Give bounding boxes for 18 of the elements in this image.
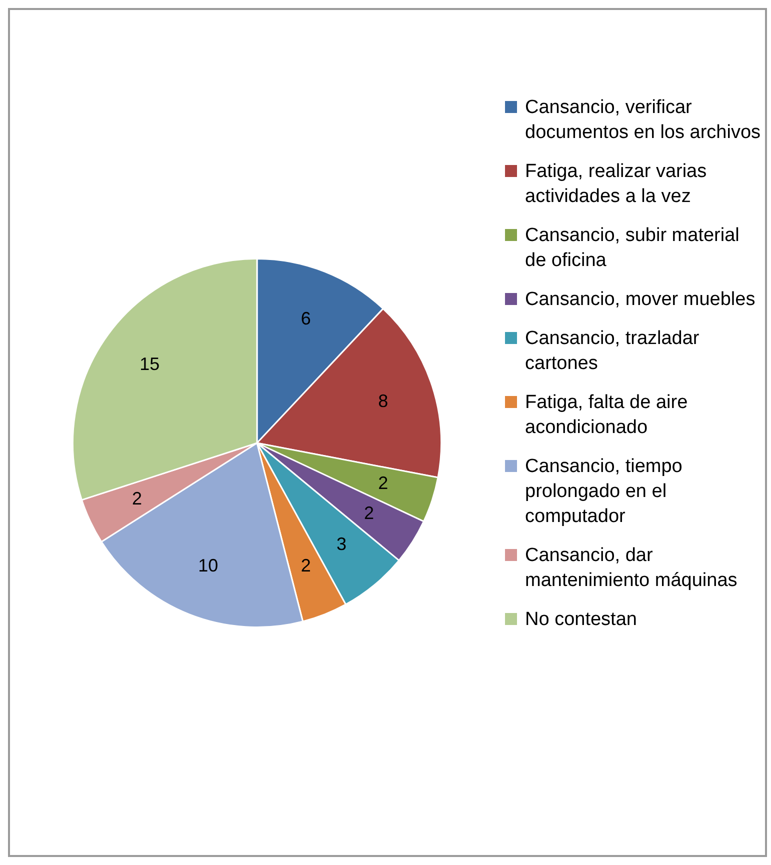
legend-label: Fatiga, realizar varias actividades a la vez: [525, 160, 708, 209]
legend-label: Cansancio, dar mantenimiento máquinas: [525, 544, 738, 593]
legend-label: Cansancio, verificar documentos en los archivos: [525, 96, 762, 145]
legend-label: Cansancio, mover muebles: [525, 288, 756, 312]
data-label: 6: [300, 308, 311, 329]
data-label: 10: [198, 555, 218, 576]
legend-label: Cansancio, trazladar cartones: [525, 327, 700, 376]
legend-label: No contestan: [525, 608, 637, 632]
data-label: 8: [378, 390, 388, 411]
data-label: 2: [364, 503, 374, 524]
data-label: 15: [140, 354, 160, 374]
data-label: 2: [378, 472, 388, 493]
legend-label: Cansancio, subir material de oficina: [525, 224, 740, 273]
data-label: 2: [132, 488, 142, 508]
legend-label: Fatiga, falta de aire acondicionado: [525, 391, 689, 440]
legend-label: Cansancio, tiempo prolongado en el computador: [525, 455, 684, 529]
data-label: 3: [336, 534, 347, 554]
data-label: 2: [300, 555, 311, 576]
